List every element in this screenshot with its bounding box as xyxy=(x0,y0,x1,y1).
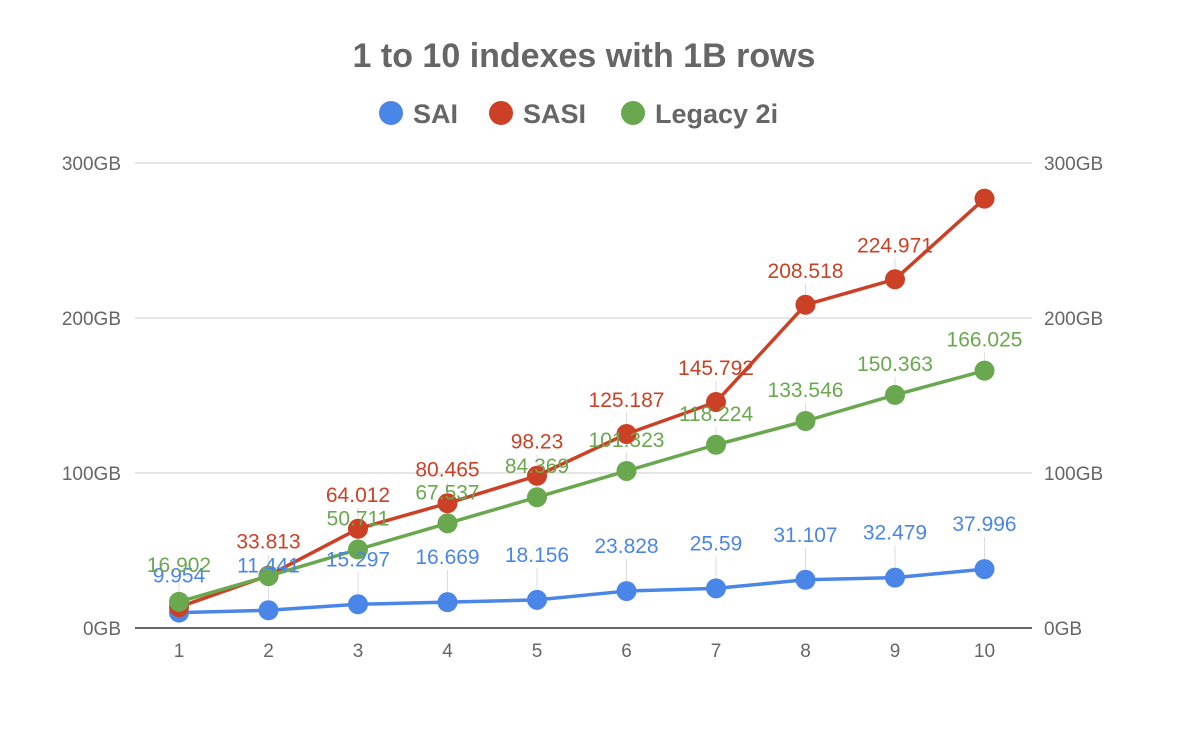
data-label: 37.996 xyxy=(952,513,1016,536)
series-line xyxy=(178,368,985,604)
y-axis-left: 0GB 100GB 200GB 300GB xyxy=(62,154,121,640)
data-point xyxy=(795,294,816,315)
x-tick-label: 4 xyxy=(442,641,453,662)
series-line xyxy=(178,567,985,615)
data-label: 9.954 xyxy=(153,565,206,588)
y-tick-label-right: 300GB xyxy=(1044,154,1103,175)
legend-label: Legacy 2i xyxy=(655,99,778,129)
data-point xyxy=(527,589,547,610)
data-label: 84.369 xyxy=(505,455,569,478)
data-point xyxy=(795,411,816,432)
legend-label: SASI xyxy=(523,99,586,129)
data-point xyxy=(706,434,726,455)
data-label: 145.792 xyxy=(678,357,754,380)
y-tick-label-right: 200GB xyxy=(1044,309,1103,330)
data-label: 125.187 xyxy=(589,389,665,412)
legend-marker xyxy=(489,101,513,125)
data-point xyxy=(348,539,368,560)
legend: SAI SASI Legacy 2i xyxy=(379,99,778,129)
data-label: 101.323 xyxy=(589,429,665,452)
x-tick-label: 1 xyxy=(174,641,185,662)
y-tick-label-right: 0GB xyxy=(1044,619,1082,640)
y-tick-label-left: 200GB xyxy=(62,309,121,330)
data-label: 50.711 xyxy=(327,507,390,530)
data-label: 133.546 xyxy=(768,379,844,402)
x-tick-label: 10 xyxy=(974,641,995,662)
data-label: 64.012 xyxy=(326,484,390,507)
data-point xyxy=(527,487,547,508)
data-point xyxy=(437,513,458,534)
gridlines xyxy=(135,162,1032,629)
data-point xyxy=(616,581,637,602)
y-tick-label-left: 100GB xyxy=(62,464,121,485)
data-point xyxy=(348,518,368,539)
data-label: 15.297 xyxy=(326,548,390,571)
data-point xyxy=(616,460,637,481)
x-tick-label: 7 xyxy=(711,641,722,662)
data-point xyxy=(258,566,279,587)
data-point xyxy=(527,465,547,486)
legend-marker xyxy=(379,101,403,125)
x-tick-label: 6 xyxy=(621,641,632,662)
legend-label: SAI xyxy=(413,99,458,129)
x-tick-label: 9 xyxy=(890,641,901,662)
chart-title: 1 to 10 indexes with 1B rows xyxy=(353,37,816,75)
data-label: 16.669 xyxy=(415,546,479,569)
y-tick-label-left: 0GB xyxy=(83,619,121,640)
data-label: 150.363 xyxy=(857,353,933,376)
y-tick-label-right: 100GB xyxy=(1044,464,1103,485)
x-tick-label: 2 xyxy=(263,641,274,662)
y-axis-right: 0GB 100GB 200GB 300GB xyxy=(1044,154,1103,640)
data-label: 67.537 xyxy=(415,481,479,504)
data-point xyxy=(348,594,368,615)
data-point xyxy=(885,384,905,405)
data-label: 31.107 xyxy=(773,524,837,547)
data-point xyxy=(974,188,995,209)
series-line xyxy=(178,197,986,609)
data-point xyxy=(974,360,995,381)
legend-marker xyxy=(621,101,645,125)
data-label: 25.59 xyxy=(690,532,743,555)
data-label: 118.224 xyxy=(679,403,754,426)
y-tick-label-left: 300GB xyxy=(62,154,121,175)
data-label: 166.025 xyxy=(947,329,1023,352)
data-label: 224.971 xyxy=(857,234,933,257)
data-label: 11.441 xyxy=(237,554,300,577)
data-label: 18.156 xyxy=(505,544,569,567)
data-point xyxy=(437,592,458,613)
data-point xyxy=(885,567,905,588)
data-point xyxy=(706,578,726,599)
data-point xyxy=(795,569,816,590)
x-tick-label: 5 xyxy=(532,641,543,662)
x-axis: 1 2 3 4 5 6 7 8 9 10 xyxy=(174,641,995,662)
data-point xyxy=(974,559,995,580)
data-point xyxy=(169,591,189,612)
data-point xyxy=(885,269,905,290)
data-point xyxy=(706,392,726,413)
data-label: 23.828 xyxy=(594,535,658,558)
data-point xyxy=(616,423,637,444)
data-label: 80.465 xyxy=(415,458,479,481)
data-label: 33.813 xyxy=(236,531,300,554)
series-group xyxy=(169,188,995,623)
data-point xyxy=(258,600,279,621)
data-label: 98.23 xyxy=(511,431,564,454)
data-point xyxy=(437,493,458,514)
data-label: 16.902 xyxy=(147,554,211,577)
data-label: 32.479 xyxy=(863,522,927,545)
x-tick-label: 8 xyxy=(800,641,811,662)
x-tick-label: 3 xyxy=(353,641,364,662)
data-label: 208.518 xyxy=(768,260,844,283)
data-labels: 9.954 11.441 15.297 16.669 18.156 23.828 25.59… xyxy=(147,234,1023,587)
